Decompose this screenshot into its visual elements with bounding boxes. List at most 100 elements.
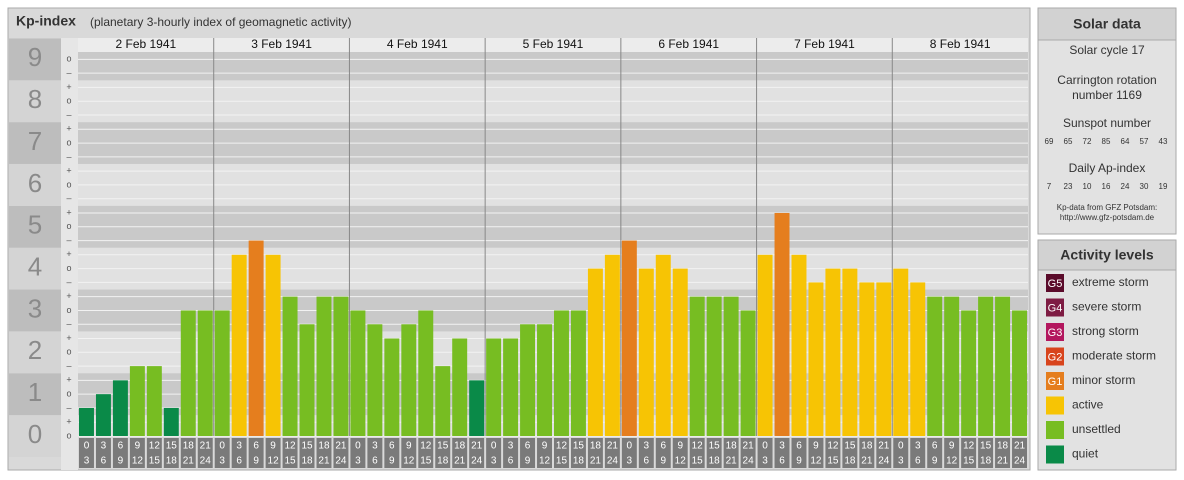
date-label: 2 Feb 1941 [115,37,176,51]
y-tick-label: 5 [28,210,42,240]
bar [774,212,790,436]
hour-box [350,438,366,468]
bar [570,310,586,436]
bar [163,407,179,436]
legend-label: extreme storm [1072,275,1149,289]
x-tick-label: 15 [284,456,296,467]
hour-box [554,438,569,468]
x-tick-label: 6 [236,456,242,467]
hour-box [808,438,824,468]
bar [282,296,298,436]
x-tick-label: 3 [627,456,633,467]
x-tick-label: 21 [454,456,466,467]
y-minor-label: + [66,375,71,385]
bar [503,338,519,436]
ap-label: Daily Ap-index [1069,161,1146,175]
x-tick-label: 0 [762,441,768,452]
hour-box [214,438,230,468]
x-tick-label: 12 [692,441,704,452]
bar [486,338,502,436]
x-tick-label: 12 [268,456,280,467]
y-tick-label: 0 [28,419,42,449]
bar [197,310,213,436]
hour-box [129,438,145,468]
x-tick-label: 6 [660,441,666,452]
bar [791,254,807,436]
bar [129,366,145,436]
plot-band [78,52,1028,81]
bar [316,296,332,436]
x-tick-label: 18 [454,441,466,452]
y-minor-label: – [66,193,71,203]
x-tick-label: 21 [743,441,755,452]
x-tick-label: 9 [389,456,395,467]
legend-swatch [1046,421,1064,439]
levels-title: Activity levels [1060,247,1154,263]
hour-box [1012,438,1027,468]
x-tick-label: 15 [437,441,449,452]
bar [978,296,994,436]
bar [842,268,858,436]
bar [452,338,468,436]
bar [723,296,739,436]
solar-panel [1037,7,1177,235]
solar-number: 24 [1121,182,1130,191]
hour-box [231,438,247,468]
source: http://www.gfz-potsdam.de [1060,213,1155,222]
x-tick-label: 3 [915,441,921,452]
bar [299,324,315,436]
x-tick-label: 9 [949,441,955,452]
y-tick-label: 1 [28,377,42,407]
x-tick-label: 21 [471,441,483,452]
bar [435,366,451,436]
bar [112,380,128,436]
x-tick-label: 6 [253,441,259,452]
hour-box [452,438,468,468]
solar-number: 43 [1159,137,1168,146]
x-tick-label: 9 [525,456,531,467]
x-tick-label: 12 [946,456,958,467]
x-tick-label: 3 [101,441,107,452]
bar [825,268,841,436]
y-minor-label: + [66,291,71,301]
x-tick-label: 18 [709,456,721,467]
y-minor-label: o [66,221,71,231]
y-minor-label: – [66,319,71,329]
bar [995,296,1011,436]
hour-box [842,438,858,468]
hour-box [384,438,400,468]
y-minor-label: o [66,389,71,399]
x-tick-label: 3 [236,441,242,452]
x-tick-label: 12 [420,441,432,452]
hour-box [520,438,536,468]
legend-swatch [1046,298,1064,317]
chart-subtitle: (planetary 3-hourly index of geomagnetic… [90,15,351,29]
hour-box [638,438,654,468]
hour-box [316,438,332,468]
hour-box [282,438,298,468]
x-tick-label: 18 [573,456,585,467]
solar-number: 16 [1102,182,1111,191]
solar-panel-header [1037,7,1177,41]
x-tick-label: 6 [796,441,802,452]
hour-box [825,438,841,468]
x-tick-label: 21 [726,456,738,467]
x-tick-label: 15 [844,441,856,452]
legend-label: active [1072,398,1104,412]
x-tick-label: 21 [607,441,619,452]
legend-swatch [1046,274,1064,292]
bar [893,268,909,436]
x-tick-label: 18 [844,456,856,467]
bar [418,310,434,436]
minor-column [61,38,78,470]
legend-code: G1 [1048,376,1063,388]
x-tick-label: 24 [200,456,212,467]
label-band [9,205,61,248]
hour-box [672,438,688,468]
hour-box [197,438,213,468]
x-tick-label: 12 [149,441,161,452]
hour-box [961,438,977,468]
bar [214,310,230,436]
legend-label: strong storm [1072,324,1139,338]
y-minor-label: – [66,68,71,78]
